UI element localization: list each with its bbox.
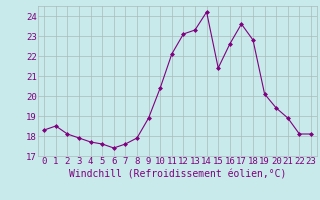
X-axis label: Windchill (Refroidissement éolien,°C): Windchill (Refroidissement éolien,°C): [69, 169, 286, 179]
